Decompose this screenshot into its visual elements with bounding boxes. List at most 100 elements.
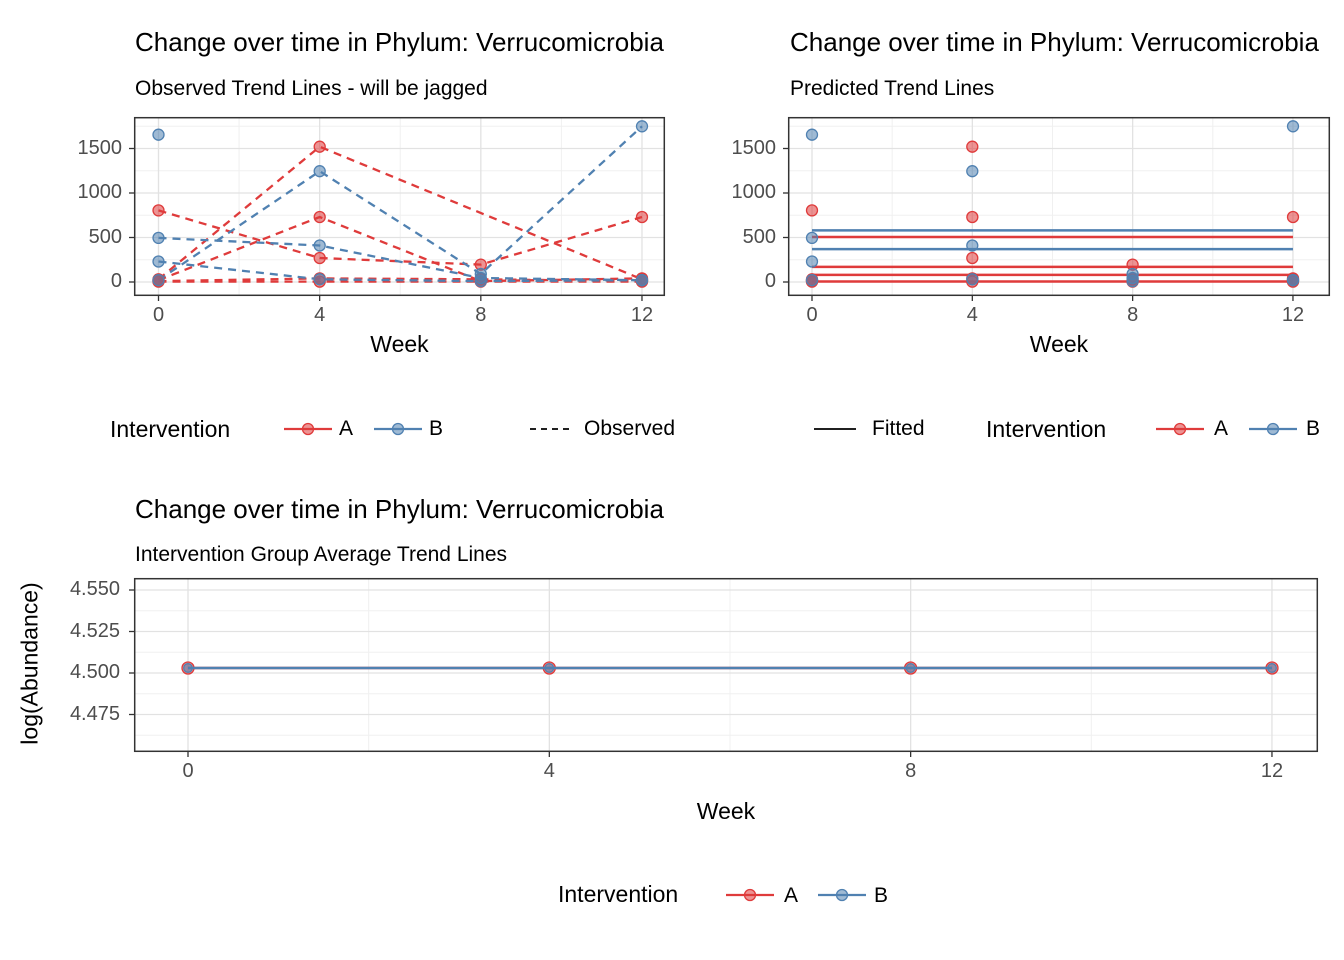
data-point-B-subject-3: [1126, 274, 1139, 288]
predicted-x-axis-title: Week: [1029, 331, 1089, 357]
legend-label-observed: Observed: [584, 417, 676, 440]
x-tick-label: 12: [1281, 304, 1305, 326]
legend-label-b: B: [874, 884, 889, 907]
observed-x-axis-title: Week: [370, 331, 429, 357]
legend-label-fitted: Fitted: [872, 417, 925, 440]
legend-key-observed-icon: [530, 428, 570, 430]
panel-observed: Change over time in Phylum: Verrucomicro…: [0, 0, 683, 460]
average-plot-area: [129, 577, 1319, 757]
data-point-B-subject-1: [635, 120, 649, 133]
y-tick-label: 4.550: [69, 578, 120, 600]
data-point-B-subject-1: [1286, 120, 1300, 133]
legend-key-b-icon: [1249, 422, 1297, 436]
legend-key-a-point: [301, 422, 315, 436]
data-point-B-subject-3: [635, 274, 649, 287]
panel-predicted: Change over time in Phylum: Verrucomicro…: [700, 0, 1344, 460]
legend-key-fitted-icon: [814, 428, 856, 430]
data-point-B-subject-4: [805, 128, 819, 141]
panel-predicted-title: Change over time in Phylum: Verrucomicro…: [790, 27, 1319, 57]
data-point-B-subject-4: [152, 128, 165, 141]
legend-title: Intervention: [558, 881, 679, 907]
data-point-A-subject-2: [313, 251, 326, 265]
panel-border: [133, 116, 666, 297]
x-tick-label: 8: [905, 760, 917, 782]
trend-line-B-subject-1: [157, 125, 643, 282]
average-x-axis-title: Week: [696, 798, 756, 824]
data-point-B-subject-3: [1286, 274, 1300, 287]
observed-plot-area: [129, 116, 666, 301]
data-point-B-subject-1: [966, 165, 979, 178]
data-point-B-average: [1267, 663, 1277, 673]
y-tick-label: 1000: [77, 181, 123, 203]
trend-line-A-subject-2: [158, 209, 643, 266]
legend-key-a-point: [743, 888, 757, 902]
trend-line-B-subject-2: [158, 236, 643, 282]
legend-label-b: B: [429, 417, 444, 440]
data-point-B-subject-1: [152, 274, 165, 287]
legend-key-b-point: [835, 888, 849, 902]
legend-label-b: B: [1306, 417, 1321, 440]
data-point-A-subject-2: [152, 204, 165, 217]
data-point-B-subject-2: [966, 239, 979, 252]
x-tick-label: 12: [630, 304, 654, 326]
x-tick-label: 8: [1127, 304, 1139, 326]
data-point-A-subject-2: [1286, 210, 1300, 224]
y-tick-label: 500: [742, 225, 776, 248]
data-point-B-subject-2: [313, 239, 326, 252]
data-point-B-subject-3: [474, 274, 487, 288]
data-point-A-subject-1: [313, 140, 326, 153]
legend-label-a: A: [1214, 417, 1229, 440]
data-point-B-subject-3: [152, 255, 165, 268]
x-tick-label: 8: [475, 304, 487, 326]
legend-key-a-point: [1173, 422, 1187, 436]
legend-title: Intervention: [110, 416, 231, 442]
legend-key-b-point: [1266, 422, 1280, 436]
predicted-legend: Fitted Intervention A B: [700, 413, 1344, 445]
y-tick-label: 4.525: [69, 619, 120, 642]
x-tick-label: 0: [806, 304, 818, 326]
legend-key-a-icon: [726, 888, 774, 902]
y-tick-label: 4.500: [69, 661, 120, 683]
data-point-B-subject-1: [805, 274, 819, 287]
panel-border: [787, 116, 1331, 297]
legend-key-b-point: [391, 422, 405, 436]
data-point-A-subject-2: [805, 204, 819, 217]
data-point-B-subject-3: [313, 273, 326, 286]
y-tick-label: 500: [88, 225, 122, 248]
x-tick-label: 12: [1260, 760, 1284, 782]
average-legend: Intervention A B: [0, 878, 1344, 912]
data-point-B-subject-3: [966, 273, 979, 286]
data-point-A-subject-3: [966, 210, 979, 224]
data-point-B-subject-2: [805, 231, 819, 245]
legend-key-a-icon: [1156, 422, 1204, 436]
observed-legend: Intervention A B Observed: [0, 413, 683, 445]
data-point-B-average: [905, 663, 916, 673]
panel-group-average: Change over time in Phylum: Verrucomicro…: [0, 460, 1344, 960]
x-tick-label: 0: [182, 760, 194, 782]
legend-label-a: A: [784, 884, 799, 907]
predicted-plot-area: [783, 116, 1331, 301]
data-point-B-average: [183, 663, 193, 673]
data-point-A-subject-3: [313, 210, 326, 224]
panel-average-title: Change over time in Phylum: Verrucomicro…: [135, 494, 664, 524]
data-point-B-subject-1: [313, 165, 326, 178]
legend-key-b-icon: [818, 888, 866, 902]
legend-key-a-icon: [284, 422, 332, 436]
y-tick-label: 1500: [731, 136, 777, 159]
y-tick-label: 1000: [731, 181, 777, 203]
data-point-A-subject-1: [966, 140, 979, 153]
x-tick-label: 4: [543, 760, 555, 782]
data-point-A-subject-2: [635, 210, 649, 224]
panel-observed-title: Change over time in Phylum: Verrucomicro…: [135, 27, 664, 57]
x-tick-label: 4: [314, 304, 326, 326]
data-point-B-subject-3: [805, 255, 819, 268]
y-tick-label: 1500: [77, 136, 123, 159]
trend-line-A-subject-1: [157, 145, 643, 281]
panel-observed-subtitle: Observed Trend Lines - will be jagged: [135, 77, 488, 100]
trend-line-B-subject-3: [158, 260, 643, 283]
legend-key-b-icon: [374, 422, 422, 436]
x-tick-label: 4: [966, 304, 978, 326]
data-point-B-average: [544, 663, 555, 673]
data-point-A-subject-2: [966, 251, 979, 265]
